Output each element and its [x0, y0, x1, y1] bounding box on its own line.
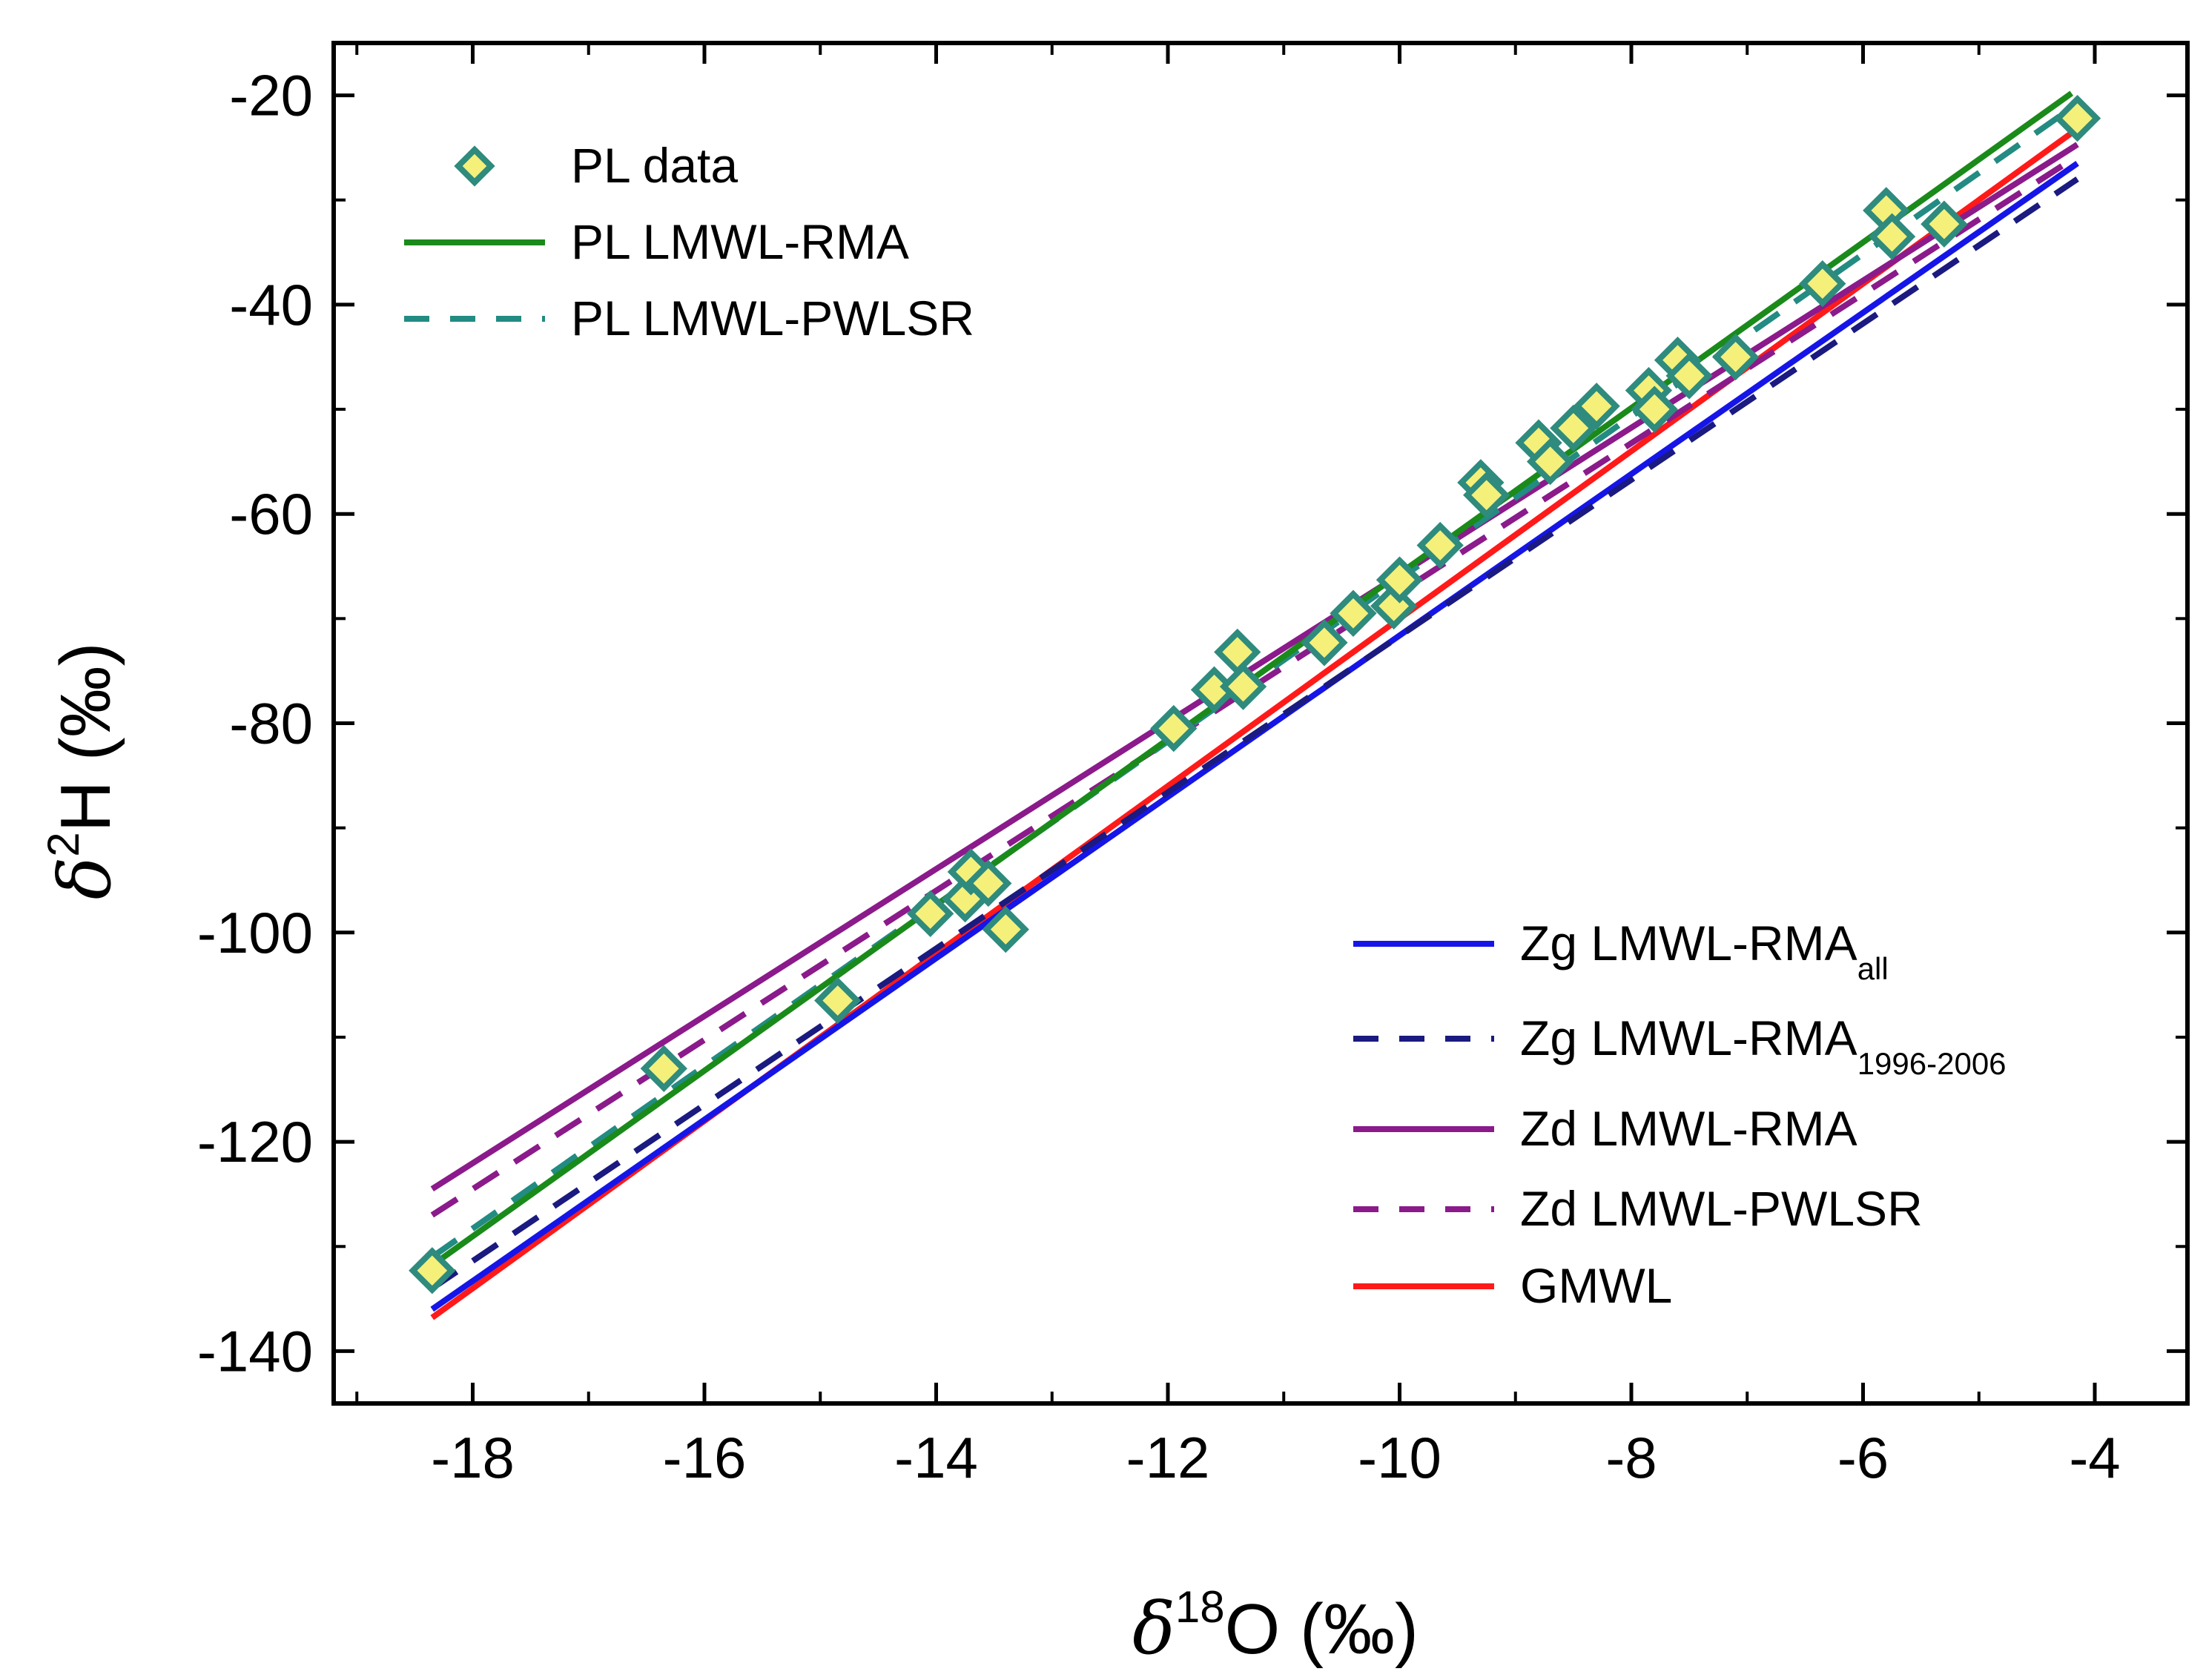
- y-axis-title: δ2H (‰): [39, 642, 127, 899]
- data-point: [814, 976, 862, 1025]
- x-tick-label: -8: [1605, 1425, 1657, 1490]
- y-axis-symbol: δ: [44, 857, 127, 900]
- data-point: [965, 859, 1012, 907]
- x-tick-label: -18: [431, 1425, 515, 1490]
- legend-item-gmwl: GMWL: [1353, 1258, 1672, 1313]
- y-tick-label: -100: [197, 900, 313, 965]
- legend-label-subscript: 1996-2006: [1857, 1046, 2007, 1081]
- data-point: [1550, 404, 1597, 452]
- legend-item-pl-lmwl-pwlsr: PL LMWL-PWLSR: [404, 291, 974, 345]
- legend-label: Zd LMWL-PWLSR: [1520, 1181, 1923, 1236]
- data-point: [907, 890, 954, 938]
- y-tick-label: -60: [229, 481, 313, 546]
- y-tick-label: -40: [229, 272, 313, 337]
- x-axis-symbol: δ: [1132, 1587, 1175, 1670]
- legend-label: GMWL: [1520, 1258, 1672, 1313]
- y-tick-label: -120: [197, 1109, 313, 1174]
- data-point: [409, 1247, 456, 1294]
- y-tick-label: -20: [229, 63, 313, 128]
- data-point: [1573, 383, 1620, 430]
- data-point: [1301, 619, 1348, 667]
- data-point: [1631, 386, 1678, 433]
- legend-label: Zd LMWL-RMA: [1520, 1101, 1857, 1156]
- legend-marker-diamond: [454, 145, 495, 187]
- data-points: [409, 94, 2101, 1294]
- x-tick-label: -6: [1837, 1425, 1889, 1490]
- legend-label: PL data: [571, 138, 738, 193]
- data-point: [1921, 200, 1968, 248]
- legend-item-pl-data: PL data: [454, 138, 738, 193]
- data-point: [1376, 556, 1424, 603]
- data-point: [1463, 472, 1510, 519]
- series-line-zg-lmwl-rma-1996-2006: [430, 176, 2079, 1292]
- legend-item-pl-lmwl-rma: PL LMWL-RMA: [404, 214, 909, 269]
- x-tick-label: -4: [2069, 1425, 2120, 1490]
- x-tick-label: -14: [894, 1425, 978, 1490]
- data-point: [1416, 521, 1464, 569]
- y-axis-superscript: 2: [39, 832, 88, 856]
- data-point: [2053, 94, 2101, 142]
- data-point: [1526, 437, 1574, 486]
- data-point: [1711, 333, 1760, 381]
- series-line-zd-lmwl-rma: [430, 142, 2079, 1192]
- legend-item-zd-lmwl-pwlsr: Zd LMWL-PWLSR: [1353, 1181, 1923, 1236]
- legend-top-left: PL data PL LMWL-RMA PL LMWL-PWLSR: [404, 138, 974, 345]
- x-axis-unit: O (‰): [1225, 1590, 1419, 1669]
- data-point: [1799, 259, 1846, 308]
- y-axis-unit: H (‰): [46, 642, 125, 832]
- plot-area-frame: [331, 41, 2190, 1406]
- y-tick-label: -140: [197, 1318, 313, 1383]
- x-axis-superscript: 18: [1175, 1582, 1225, 1632]
- data-point: [982, 905, 1029, 953]
- x-tick-label: -16: [663, 1425, 747, 1490]
- data-point: [1665, 352, 1713, 400]
- legend-label-subscript: all: [1857, 951, 1889, 986]
- data-point: [640, 1045, 687, 1092]
- tick-labels: -18 -16 -14 -12 -10 -8 -6 -4 -20 -40 -60 -80 -100 -12…: [197, 63, 2121, 1490]
- data-point: [1330, 589, 1377, 637]
- legend-label: PL LMWL-PWLSR: [571, 291, 974, 345]
- data-point: [1868, 213, 1916, 260]
- x-tick-label: -10: [1358, 1425, 1442, 1490]
- series-line-zd-lmwl-pwlsr: [430, 153, 2079, 1218]
- x-tick-label: -12: [1126, 1425, 1210, 1490]
- data-point: [1219, 663, 1267, 710]
- y-tick-label: -80: [229, 691, 313, 756]
- legend-label: PL LMWL-RMA: [571, 214, 909, 269]
- x-axis-title: δ18O (‰): [1132, 1582, 1419, 1670]
- legend-item-zd-lmwl-rma: Zd LMWL-RMA: [1353, 1101, 1857, 1156]
- data-point: [1150, 704, 1198, 753]
